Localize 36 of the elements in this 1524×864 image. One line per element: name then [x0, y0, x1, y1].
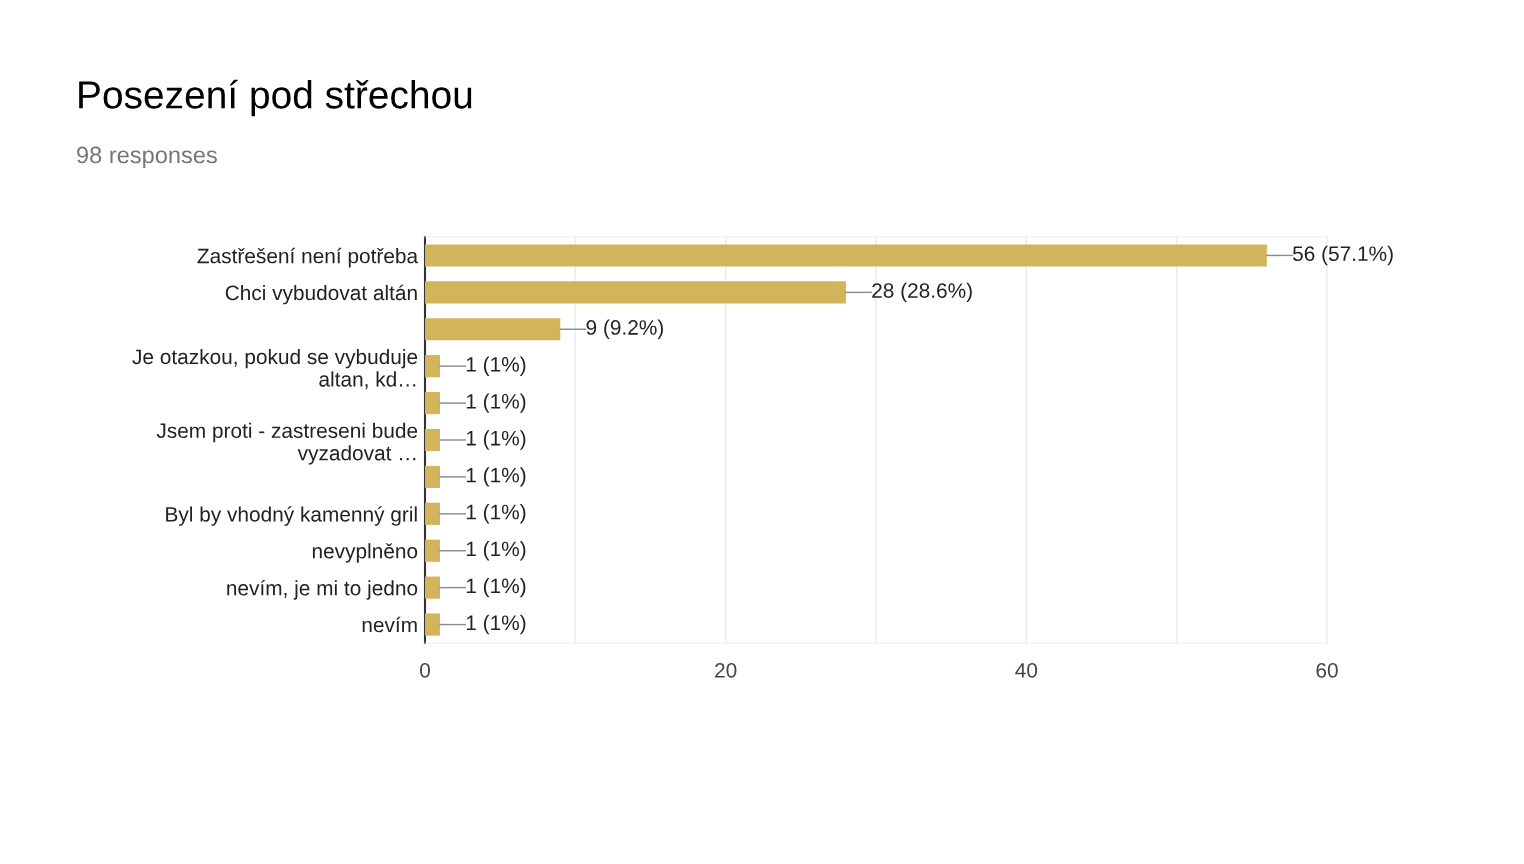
y-tick-label: Chci vybudovat altán [225, 284, 417, 305]
y-tick-label: Jsem proti - zastreseni bude vyzadovat … [156, 422, 418, 465]
data-label: 1 (1%) [466, 393, 526, 413]
bar [425, 502, 441, 525]
x-tick-label: 40 [1015, 662, 1038, 678]
chart-title: Posezení pod střechou [79, 79, 472, 117]
data-label: 1 (1%) [466, 577, 526, 598]
bar [425, 613, 441, 636]
data-label: 1 (1%) [466, 467, 526, 487]
y-tick-label: Byl by vhodný kamenný gril [166, 506, 417, 526]
data-label: 1 (1%) [466, 541, 526, 561]
bar [425, 539, 441, 562]
y-tick-label: Zastřešení není potřeba [197, 247, 419, 268]
bar [425, 281, 846, 304]
data-label: 1 (1%) [466, 614, 526, 635]
x-tick-label: 60 [1316, 662, 1338, 678]
bar [425, 428, 441, 452]
y-tick-label: nevím [362, 616, 417, 633]
bar [425, 576, 441, 599]
bar [425, 244, 1267, 267]
text: 98 responses [77, 146, 217, 168]
data-label: 56 (57.1%) [1292, 245, 1393, 266]
y-tick-label: Je otazkou, pokud se vybuduje altan, kd… [132, 348, 418, 390]
bar [425, 465, 441, 488]
data-label: 9 (9.2%) [586, 319, 663, 339]
bar [425, 392, 441, 415]
x-tick-label: 20 [715, 662, 737, 678]
data-label: 1 (1%) [466, 504, 526, 524]
data-label: 1 (1%) [466, 430, 526, 450]
data-label: 28 (28.6%) [872, 282, 972, 303]
y-tick-label: nevím, je mi to jedno [227, 579, 418, 600]
x-tick-label: 0 [420, 662, 430, 678]
y-tick-label: nevyplněno [312, 543, 418, 563]
bar [425, 318, 561, 341]
data-label: 1 (1%) [466, 356, 526, 376]
bar [425, 355, 441, 378]
